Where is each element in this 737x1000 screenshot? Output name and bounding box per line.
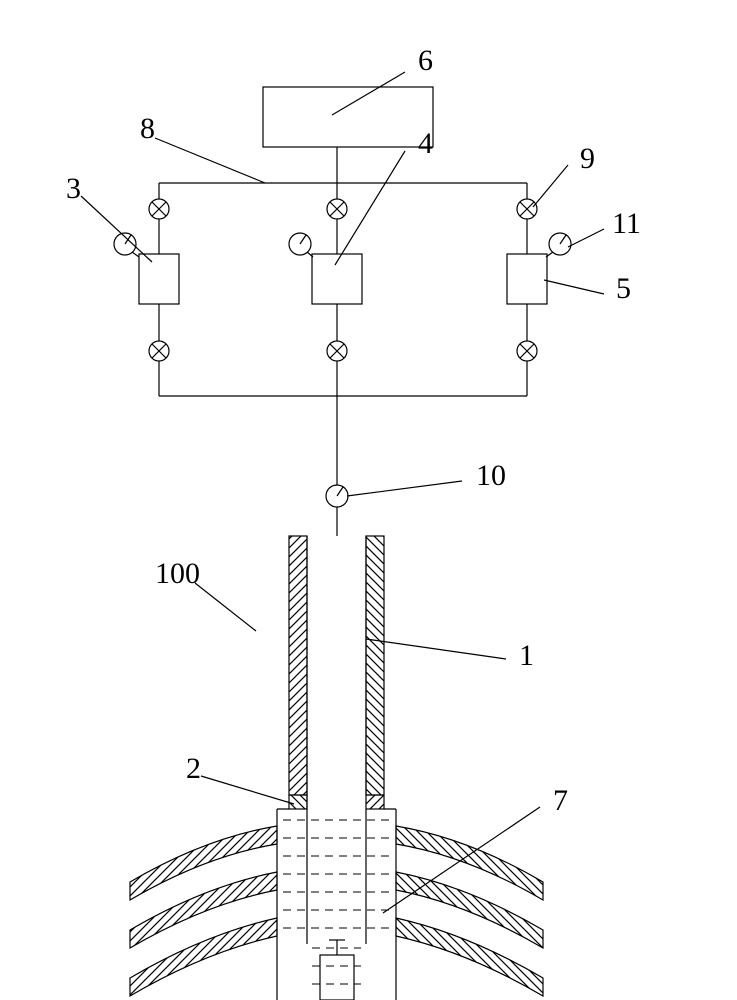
bottom-device [320, 940, 354, 1000]
label-9-leader [533, 165, 568, 207]
valve-top-mid [327, 199, 347, 219]
liquid-fill [283, 820, 390, 984]
seal-right [366, 795, 384, 809]
gauge-4 [289, 233, 313, 257]
casing-wall-left [289, 536, 307, 795]
label-4-leader [335, 151, 405, 265]
label-3: 3 [66, 172, 81, 205]
label-6: 6 [418, 44, 433, 77]
valve-top-right [517, 199, 537, 219]
label-6-leader [332, 72, 405, 115]
strata [130, 826, 543, 996]
label-2-leader [201, 776, 294, 804]
label-5-leader [544, 280, 604, 294]
label-9: 9 [580, 142, 595, 175]
valve-top-left [149, 199, 169, 219]
tank-5 [507, 254, 547, 304]
label-8: 8 [140, 112, 155, 145]
label-3-leader [81, 196, 152, 262]
label-1: 1 [519, 639, 534, 672]
label-5: 5 [616, 272, 631, 305]
callouts: 6 8 4 9 3 11 5 10 100 1 2 7 [66, 44, 641, 913]
label-11: 11 [612, 207, 641, 240]
label-100: 100 [155, 557, 200, 590]
lower-chamber [277, 809, 396, 1000]
label-10: 10 [476, 459, 506, 492]
gauge-3 [114, 233, 139, 257]
label-2: 2 [186, 752, 201, 785]
top-box [263, 87, 433, 147]
label-4: 4 [418, 127, 433, 160]
valve-bot-mid [327, 341, 347, 361]
gauge-10 [326, 485, 348, 507]
gauge-5 [546, 233, 571, 257]
tank-3 [139, 254, 179, 304]
label-1-leader [366, 639, 506, 659]
valve-bot-right [517, 341, 537, 361]
label-10-leader [347, 481, 462, 496]
schematic-diagram: 6 8 4 9 3 11 5 10 100 1 2 7 [0, 0, 737, 1000]
label-100-leader [195, 583, 256, 631]
seal-left [289, 795, 307, 809]
label-8-leader [155, 138, 265, 183]
valve-bot-left [149, 341, 169, 361]
casing-wall-right [366, 536, 384, 795]
label-11-leader [568, 229, 604, 247]
label-7: 7 [553, 784, 568, 817]
